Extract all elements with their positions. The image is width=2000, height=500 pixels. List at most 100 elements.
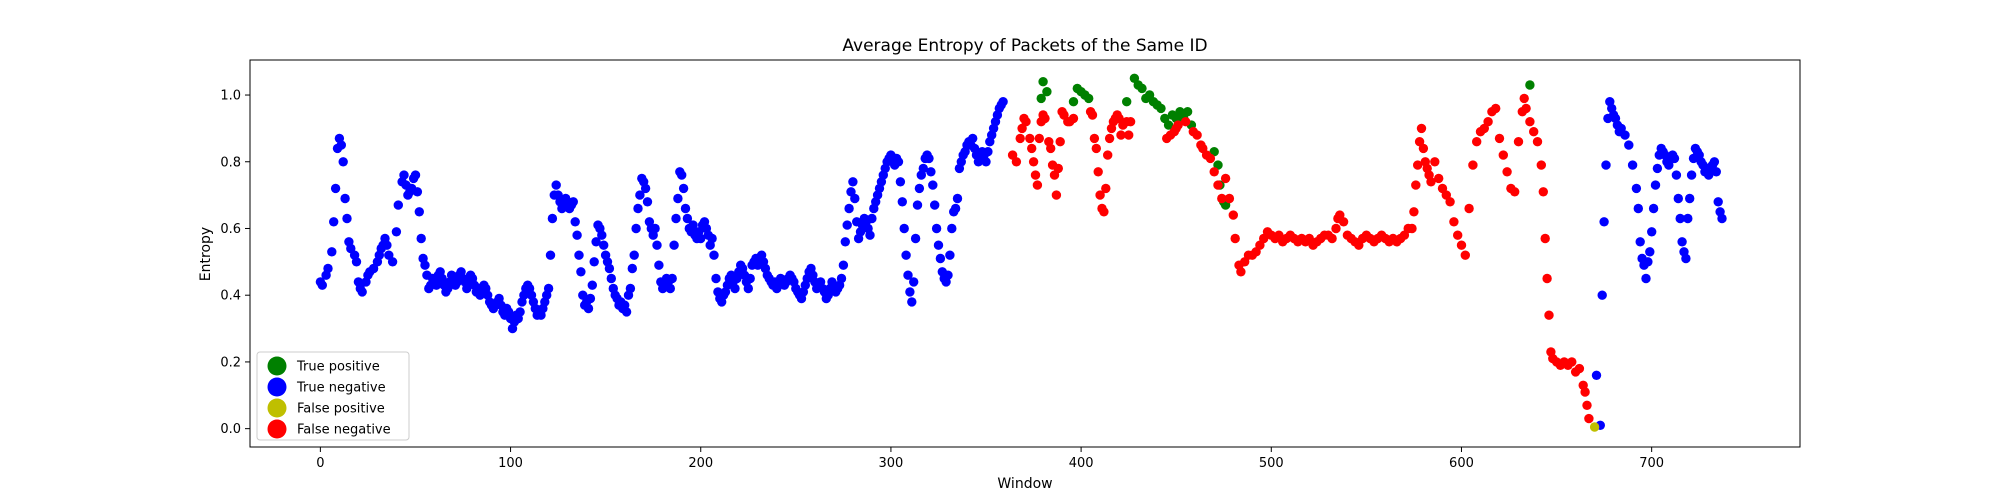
data-point [1529, 127, 1539, 137]
data-point [1163, 120, 1174, 130]
x-tick-label: 200 [688, 456, 713, 471]
y-tick-label: 0.6 [220, 222, 241, 237]
data-point [671, 213, 681, 224]
data-point [1192, 130, 1202, 140]
data-point [950, 203, 961, 214]
data-point [1483, 117, 1493, 127]
data-point [1101, 183, 1111, 194]
data-point [930, 200, 940, 210]
legend-marker [267, 377, 287, 397]
y-tick-label: 0.2 [220, 355, 241, 370]
data-point [1468, 160, 1478, 170]
data-point [338, 157, 348, 167]
data-point [329, 217, 339, 227]
data-point [1498, 150, 1509, 160]
data-point [654, 260, 664, 270]
data-point [912, 200, 923, 210]
data-point [1599, 217, 1609, 227]
data-point [1116, 130, 1126, 140]
data-point [547, 213, 558, 224]
data-point [840, 237, 850, 247]
points-layer [315, 73, 1727, 432]
data-point [1713, 197, 1723, 207]
data-point [1519, 93, 1529, 104]
data-point [572, 230, 582, 240]
data-point [1213, 180, 1223, 190]
data-point [568, 197, 578, 207]
data-point [928, 180, 938, 190]
data-point [652, 240, 662, 250]
legend-marker [267, 419, 287, 439]
data-point [865, 230, 875, 240]
data-point [945, 250, 955, 260]
data-point [414, 207, 424, 217]
x-tick-label: 400 [1069, 456, 1094, 471]
data-point [330, 183, 341, 194]
data-point [1525, 80, 1535, 90]
data-point [1525, 117, 1535, 127]
data-point [1449, 217, 1459, 227]
data-point [574, 250, 584, 260]
data-point [1472, 137, 1482, 147]
data-point [1627, 160, 1638, 170]
data-point [1584, 413, 1594, 424]
data-point [642, 197, 653, 207]
data-point [743, 283, 753, 294]
data-point [933, 240, 944, 250]
data-point [1464, 203, 1474, 214]
data-point [410, 170, 421, 180]
data-point [842, 220, 852, 230]
data-point [1544, 310, 1554, 320]
data-point [1011, 157, 1022, 167]
data-point [1053, 163, 1064, 174]
data-point [1051, 190, 1062, 200]
legend-label: False negative [297, 423, 391, 438]
data-point [1224, 193, 1235, 204]
data-point [543, 283, 554, 294]
data-point [420, 260, 430, 270]
series-true-negative [315, 97, 1727, 430]
series-false-positive [1589, 422, 1600, 432]
data-point [1648, 203, 1659, 214]
data-point [1038, 77, 1048, 87]
data-point [1650, 180, 1661, 190]
data-point [1645, 247, 1655, 257]
data-point [1434, 173, 1444, 184]
data-point [947, 223, 957, 234]
data-point [1122, 97, 1132, 107]
data-point [1673, 193, 1684, 204]
data-point [576, 267, 586, 277]
data-point [1068, 113, 1079, 124]
data-point [1093, 167, 1103, 177]
data-point [1460, 250, 1471, 260]
data-point [635, 190, 645, 200]
data-point [391, 227, 402, 237]
data-point [599, 240, 609, 250]
data-point [1103, 150, 1113, 160]
data-point [707, 233, 717, 244]
x-axis-label: Window [997, 476, 1052, 492]
data-point [673, 193, 683, 204]
x-tick-label: 500 [1259, 456, 1284, 471]
data-point [1042, 87, 1052, 97]
data-point [1209, 167, 1219, 177]
y-tick-label: 1.0 [220, 89, 241, 104]
data-point [1582, 400, 1592, 410]
legend-marker [267, 398, 287, 418]
data-point [895, 177, 906, 187]
data-point [1236, 267, 1246, 277]
data-point [1413, 160, 1423, 170]
data-point [629, 250, 639, 260]
legend-label: True positive [296, 360, 380, 375]
data-point [850, 193, 860, 204]
data-point [1510, 187, 1520, 197]
data-point [1046, 143, 1056, 154]
data-point [918, 163, 928, 174]
data-point [1091, 143, 1102, 154]
legend-label: False positive [297, 402, 385, 417]
data-point [1647, 227, 1657, 237]
data-point [583, 303, 594, 314]
data-point [1409, 207, 1419, 217]
data-point [1681, 253, 1691, 264]
x-axis: 0 100 200 300 400 500 600 700 [316, 447, 1664, 471]
